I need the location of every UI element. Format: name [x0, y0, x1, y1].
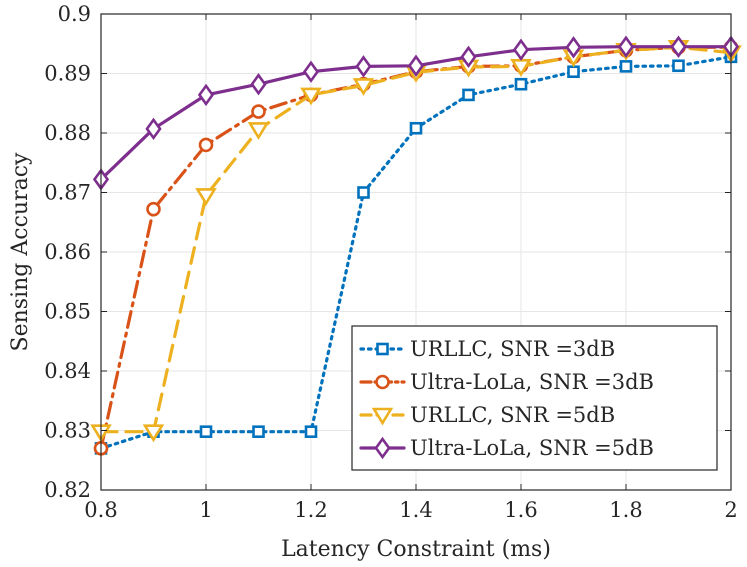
data-point — [198, 137, 214, 153]
legend-marker — [374, 436, 391, 460]
y-tick-label: 0.89 — [44, 62, 91, 86]
x-tick-label: 1.2 — [294, 498, 327, 522]
data-point — [617, 35, 635, 58]
data-point — [565, 36, 582, 59]
x-tick-label: 1.4 — [399, 498, 432, 522]
data-point — [252, 425, 265, 438]
data-point — [199, 425, 213, 438]
legend-entry-3: URLLC, SNR =5dB — [359, 403, 615, 427]
y-tick-label: 0.87 — [44, 181, 91, 205]
legend-entry-2: Ultra-LoLa, SNR =3dB — [359, 370, 654, 394]
legend-entry-4: Ultra-LoLa, SNR =5dB — [359, 436, 654, 460]
legend-marker — [375, 374, 390, 390]
x-tick-label: 1.8 — [609, 498, 642, 522]
x-tick-label: 2 — [724, 498, 737, 522]
data-point — [142, 424, 165, 443]
x-tick-label: 0.8 — [84, 498, 117, 522]
x-axis-ticks: 0.8 1 1.2 1.4 1.6 1.8 2 — [84, 14, 738, 522]
data-point — [512, 38, 530, 61]
y-tick-label: 0.86 — [44, 240, 91, 264]
y-tick-label: 0.85 — [44, 300, 91, 324]
data-point — [355, 55, 372, 78]
data-point — [302, 60, 320, 83]
legend-label: URLLC, SNR =5dB — [410, 403, 615, 427]
legend-marker — [376, 342, 389, 356]
data-point — [352, 78, 375, 96]
data-point — [514, 77, 528, 91]
y-tick-label: 0.9 — [58, 2, 91, 26]
x-tick-label: 1 — [199, 498, 212, 522]
data-point — [407, 54, 425, 77]
data-point — [619, 60, 633, 73]
series-4 — [92, 35, 740, 191]
legend-marker — [371, 407, 394, 426]
x-tick-label: 1.6 — [504, 498, 537, 522]
legend-label: URLLC, SNR =3dB — [410, 337, 615, 361]
data-point — [357, 186, 370, 199]
legend: URLLC, SNR =3dB Ultra-LoLa, SNR =3dB URLLC… — [351, 325, 718, 471]
x-axis-label: Latency Constraint (ms) — [281, 537, 551, 562]
data-point — [409, 121, 423, 135]
data-point — [250, 72, 267, 96]
data-point — [460, 45, 477, 69]
data-point — [304, 425, 318, 438]
data-point — [567, 65, 580, 79]
legend-entry-1: URLLC, SNR =3dB — [359, 337, 615, 361]
data-point — [195, 188, 217, 206]
y-axis-ticks: 0.82 0.83 0.84 0.85 0.86 0.87 0.88 0.89 0.9 — [44, 2, 731, 502]
data-point — [247, 122, 270, 140]
data-point — [672, 59, 685, 73]
series-layer — [90, 35, 742, 456]
legend-box — [351, 325, 718, 471]
data-point — [197, 83, 215, 107]
data-point — [146, 201, 161, 217]
y-tick-label: 0.83 — [44, 419, 91, 443]
data-point — [145, 117, 162, 141]
data-point — [670, 35, 687, 58]
y-tick-label: 0.82 — [44, 478, 91, 502]
legend-label: Ultra-LoLa, SNR =5dB — [410, 436, 654, 460]
y-axis-label: Sensing Accuracy — [8, 152, 33, 351]
y-tick-label: 0.88 — [44, 121, 91, 145]
data-point — [300, 87, 322, 106]
data-point — [251, 104, 266, 119]
data-point — [462, 88, 475, 102]
y-tick-label: 0.84 — [44, 359, 91, 383]
legend-label: Ultra-LoLa, SNR =3dB — [410, 370, 654, 394]
